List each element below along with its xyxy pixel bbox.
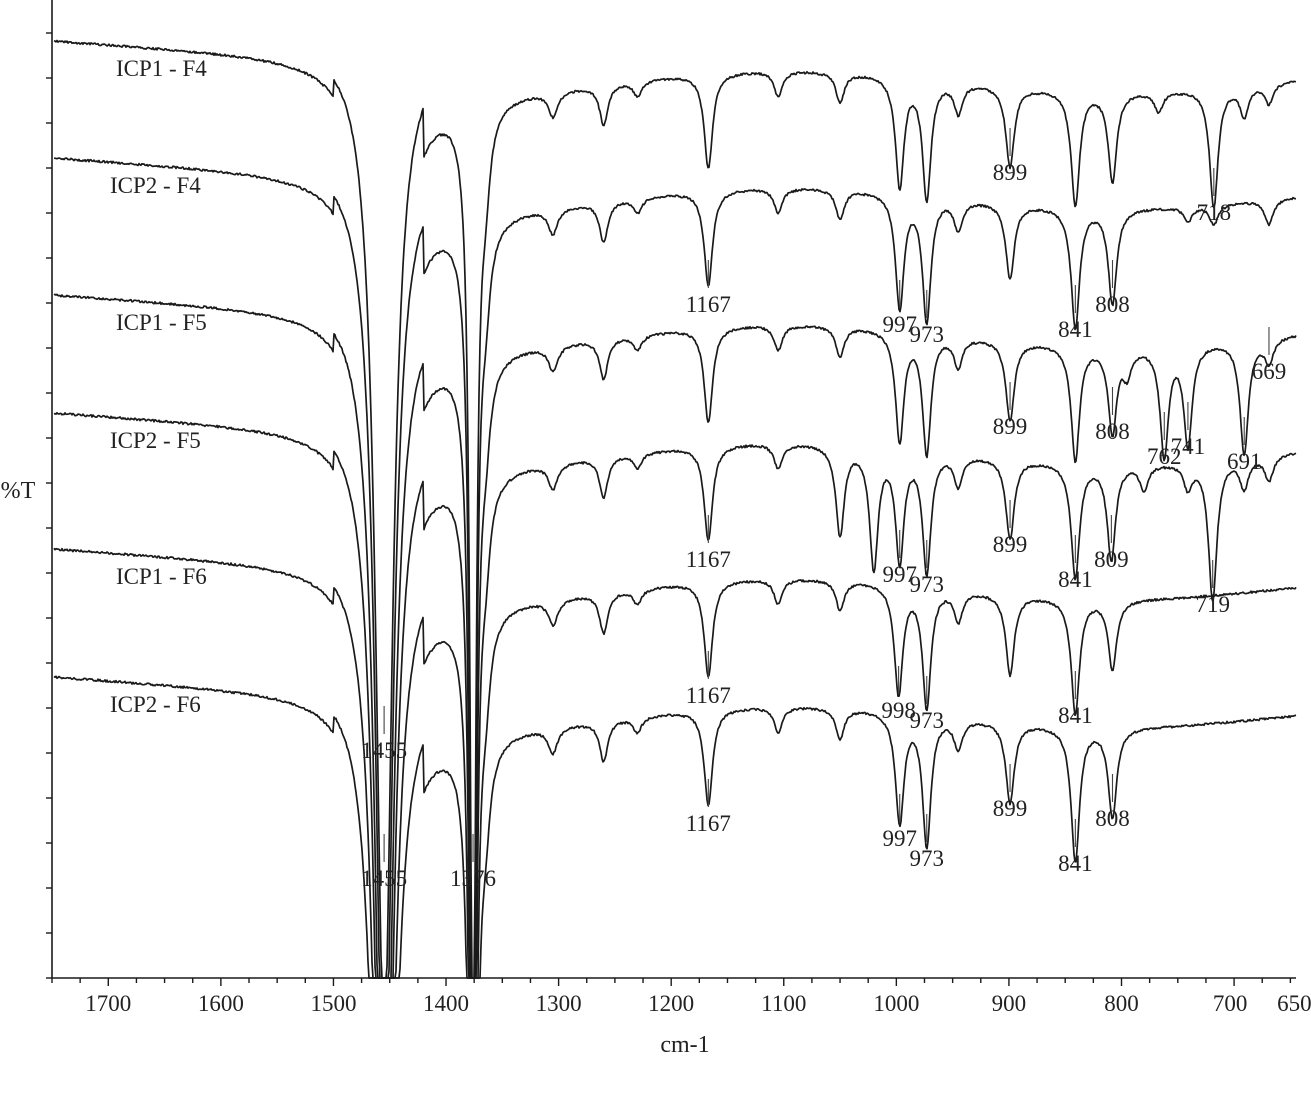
peak-label: 899 bbox=[993, 796, 1028, 821]
x-tick-label: 700 bbox=[1213, 991, 1248, 1016]
peak-label: 808 bbox=[1095, 806, 1130, 831]
peak-label: 1167 bbox=[686, 292, 731, 317]
series-label: ICP1 - F4 bbox=[116, 56, 207, 81]
peak-label: 841 bbox=[1058, 317, 1093, 342]
peak-label: 1167 bbox=[686, 683, 731, 708]
peak-label: 669 bbox=[1252, 359, 1287, 384]
peak-label: 997 bbox=[882, 826, 917, 851]
peak-leader-layer bbox=[383, 128, 1270, 862]
peak-label: 899 bbox=[993, 532, 1028, 557]
x-tick-label: 650 bbox=[1277, 991, 1311, 1016]
series-label: ICP2 - F5 bbox=[110, 428, 201, 453]
peak-label: 973 bbox=[909, 708, 944, 733]
x-tick-label: 1400 bbox=[423, 991, 469, 1016]
x-tick-label: 1500 bbox=[310, 991, 356, 1016]
peak-label: 808 bbox=[1095, 419, 1130, 444]
x-tick-label: 1600 bbox=[198, 991, 244, 1016]
peak-label: 741 bbox=[1171, 434, 1206, 459]
peak-label: 1455 bbox=[361, 866, 407, 891]
x-tick-label: 1300 bbox=[536, 991, 582, 1016]
series-label: ICP2 - F6 bbox=[110, 692, 201, 717]
axis-layer: 1700 1600 1500 1400 1300 1200 1100 1000 900 800 70… bbox=[46, 0, 1311, 1016]
peak-label: 841 bbox=[1058, 567, 1093, 592]
spectrum-line bbox=[53, 157, 1297, 979]
peak-label: 973 bbox=[909, 846, 944, 871]
peak-label: 841 bbox=[1058, 703, 1093, 728]
x-axis-title: cm-1 bbox=[660, 1032, 709, 1058]
peak-label: 1455 bbox=[361, 738, 407, 763]
x-tick-label: 1000 bbox=[873, 991, 919, 1016]
spectrum-line bbox=[53, 675, 1297, 979]
peak-label: 998 bbox=[881, 698, 916, 723]
series-label: ICP1 - F5 bbox=[116, 310, 207, 335]
peak-label: 899 bbox=[993, 160, 1028, 185]
peak-label: 997 bbox=[882, 312, 917, 337]
peak-label: 718 bbox=[1197, 200, 1232, 225]
series-label: ICP2 - F4 bbox=[110, 173, 201, 198]
x-tick-label: 800 bbox=[1104, 991, 1139, 1016]
x-tick-label: 1200 bbox=[648, 991, 694, 1016]
y-axis-title: %T bbox=[1, 478, 36, 504]
peak-label: 973 bbox=[909, 322, 944, 347]
peak-label: 997 bbox=[882, 562, 917, 587]
peak-label: 691 bbox=[1227, 449, 1262, 474]
peak-label: 973 bbox=[909, 572, 944, 597]
peak-label: 1167 bbox=[686, 547, 731, 572]
x-tick-label: 1700 bbox=[85, 991, 131, 1016]
peak-label: 719 bbox=[1195, 592, 1230, 617]
peak-label: 808 bbox=[1095, 292, 1130, 317]
x-tick-label: 900 bbox=[992, 991, 1027, 1016]
peak-label: 899 bbox=[993, 414, 1028, 439]
peak-label: 1376 bbox=[450, 866, 496, 891]
peak-label: 762 bbox=[1147, 444, 1182, 469]
spectrum-line bbox=[53, 39, 1297, 979]
peak-label: 841 bbox=[1058, 851, 1093, 876]
spectrum-line bbox=[53, 411, 1297, 979]
peak-label: 809 bbox=[1094, 547, 1129, 572]
spectrum-line bbox=[53, 547, 1297, 979]
series-label: ICP1 - F6 bbox=[116, 564, 207, 589]
spectra-layer bbox=[53, 39, 1297, 979]
spectrum-line bbox=[53, 293, 1297, 979]
peak-label: 1167 bbox=[686, 811, 731, 836]
x-tick-label: 1100 bbox=[761, 991, 806, 1016]
